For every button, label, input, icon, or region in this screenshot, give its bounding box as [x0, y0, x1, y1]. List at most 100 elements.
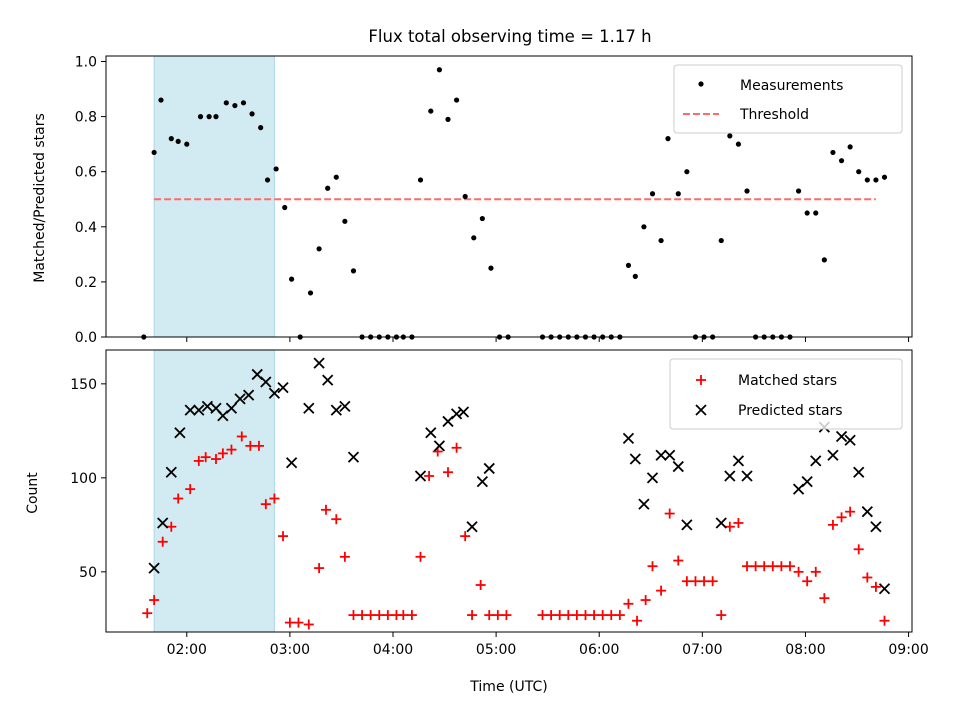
measurement-point — [445, 116, 451, 122]
cross-stroke — [201, 400, 214, 413]
x-tick-label: 08:00 — [785, 642, 825, 658]
predicted-star-point — [835, 430, 848, 443]
top-legend-box — [673, 64, 903, 134]
matched-star-point — [475, 580, 486, 590]
x-tick-label: 05:00 — [476, 642, 516, 658]
matched-star-point — [836, 512, 847, 523]
measurement-point — [282, 204, 288, 211]
bottom-y-tick-label: 150 — [70, 377, 97, 393]
cross-stroke — [148, 562, 160, 574]
predicted-star-point — [476, 475, 488, 488]
bottom-y-tick-label: 100 — [70, 471, 97, 487]
measurement-point — [417, 177, 424, 183]
cross-stroke — [322, 374, 334, 386]
predicted-star-point — [234, 393, 246, 405]
matched-star-point — [293, 617, 304, 628]
predicted-star-point — [681, 519, 693, 531]
count-panel: 50 100 150 02:00 03:00 04:00 05:00 06:00 07:00 08… — [70, 349, 929, 658]
matched-star-point — [589, 610, 600, 621]
matched-star-point — [314, 563, 325, 574]
matched-star-point — [484, 610, 495, 621]
matched-star-point — [750, 561, 761, 572]
cross-stroke — [225, 402, 238, 414]
cross-stroke — [853, 466, 865, 478]
cross-stroke — [476, 475, 488, 488]
measurement-point — [830, 149, 836, 156]
cross-stroke — [672, 460, 684, 473]
matched-star-point — [424, 470, 435, 481]
matched-star-point — [759, 561, 770, 572]
cross-stroke — [285, 457, 298, 469]
measurement-point — [658, 237, 664, 244]
predicted-star-point — [622, 432, 635, 444]
cross-stroke — [425, 427, 437, 439]
predicted-star-point — [322, 374, 334, 386]
predicted-star-point — [457, 406, 470, 418]
matched-star-point — [810, 566, 821, 577]
matched-star-point — [157, 536, 168, 547]
cross-stroke — [251, 368, 263, 381]
predicted-star-point — [313, 357, 325, 369]
chart-title: Flux total observing time = 1.17 h — [368, 27, 651, 46]
measurement-point — [273, 166, 279, 172]
matched-star-point — [571, 610, 582, 621]
cross-stroke — [433, 440, 446, 452]
matched-star-point — [716, 610, 727, 621]
measurement-point — [342, 218, 348, 224]
matched-star-point — [451, 442, 462, 453]
matched-star-point — [303, 619, 314, 630]
x-tick-label: 02:00 — [167, 642, 207, 658]
measurement-point — [428, 108, 434, 114]
measurement-point — [479, 215, 485, 222]
cross-stroke — [157, 517, 169, 529]
cross-stroke — [260, 376, 272, 388]
cross-stroke — [715, 517, 727, 529]
matched-star-point — [879, 615, 890, 626]
legend-matched-label: Matched stars — [738, 373, 837, 389]
measurement-point — [333, 174, 339, 180]
top-y-tick-label: 0.8 — [75, 110, 97, 126]
measurement-point — [158, 97, 164, 103]
cross-stroke — [827, 449, 839, 461]
measurement-point — [206, 114, 212, 120]
legend-measurements-marker — [698, 81, 704, 87]
matched-star-point — [501, 610, 512, 621]
predicted-star-point — [433, 440, 446, 452]
cross-stroke — [741, 470, 753, 482]
predicted-star-point — [225, 402, 238, 414]
matched-star-point — [269, 493, 280, 504]
measurement-point — [641, 224, 647, 230]
matched-star-point — [185, 484, 196, 495]
measurement-point — [864, 177, 870, 183]
cross-stroke — [330, 404, 342, 416]
matched-star-point — [862, 572, 873, 583]
predicted-star-point — [148, 562, 160, 574]
legend-matched-plus — [696, 375, 706, 385]
predicted-star-point — [193, 404, 205, 416]
measurement-point — [350, 268, 357, 274]
cross-stroke — [810, 455, 822, 467]
matched-star-point — [406, 610, 417, 621]
measurement-point — [718, 237, 724, 244]
cross-stroke — [210, 402, 222, 414]
matched-star-point — [278, 531, 289, 542]
predicted-star-point — [878, 583, 891, 595]
bottom-axes-frame — [105, 349, 913, 633]
matched-star-point — [690, 576, 701, 587]
predicted-star-point — [853, 466, 865, 478]
bottom-legend-box — [669, 358, 903, 430]
predicted-star-point — [285, 457, 298, 469]
predicted-star-point — [330, 404, 342, 416]
cross-stroke — [801, 475, 813, 488]
legend-matched-marker — [696, 375, 706, 385]
matched-star-point — [546, 610, 557, 621]
matched-star-point — [398, 610, 409, 621]
top-y-tick-label: 0.4 — [75, 220, 97, 236]
predicted-star-point — [243, 389, 255, 401]
matched-star-point — [320, 504, 331, 515]
x-tick-label: 07:00 — [682, 642, 722, 658]
top-y-tick-label: 1.0 — [75, 55, 97, 71]
matched-star-point — [597, 610, 608, 621]
measurement-point — [821, 257, 827, 263]
